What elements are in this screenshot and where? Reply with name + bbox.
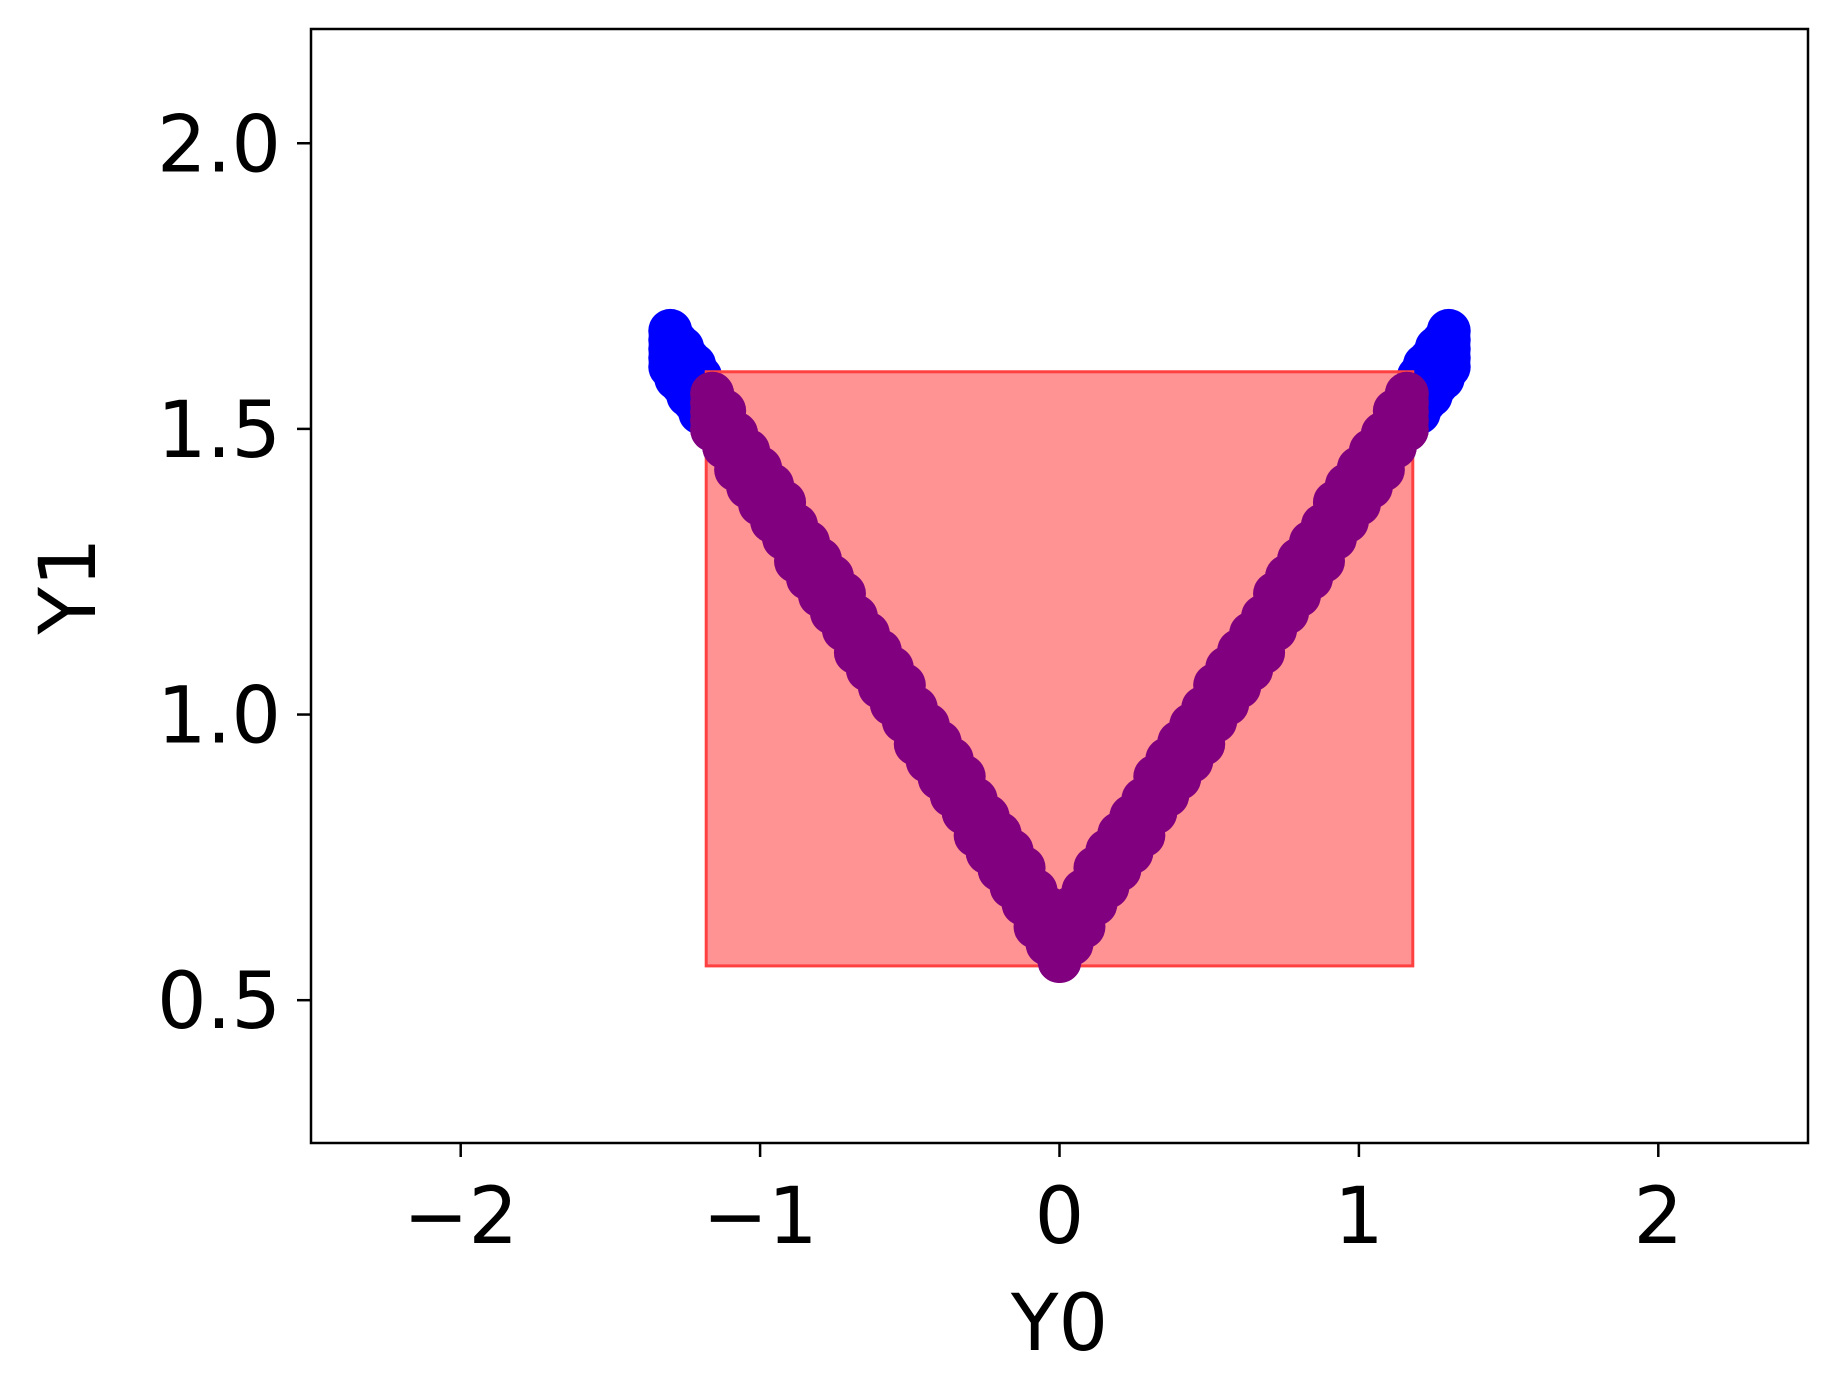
y-axis-label: Y1 bbox=[24, 537, 114, 635]
x-tick-label: −1 bbox=[703, 1172, 818, 1262]
data-point bbox=[1384, 407, 1429, 452]
y-tick-label: 1.5 bbox=[157, 386, 281, 476]
y-tick-label: 0.5 bbox=[157, 957, 281, 1047]
x-tick-label: 0 bbox=[1035, 1172, 1085, 1262]
y-tick-label: 1.0 bbox=[157, 672, 281, 762]
data-point bbox=[1426, 344, 1471, 389]
constraint-region bbox=[704, 370, 1415, 968]
x-axis-label: Y0 bbox=[1010, 1279, 1108, 1369]
y-tick-label: 2.0 bbox=[157, 100, 281, 190]
region-layer bbox=[690, 370, 1429, 984]
x-tick-label: −2 bbox=[403, 1172, 518, 1262]
x-tick-label: 1 bbox=[1334, 1172, 1384, 1262]
inside-points-layer bbox=[690, 371, 1429, 984]
ticks-layer: −2 −1 0 1 2 0.5 1.0 1.5 2.0 bbox=[157, 100, 1683, 1262]
x-tick-label: 2 bbox=[1633, 1172, 1683, 1262]
